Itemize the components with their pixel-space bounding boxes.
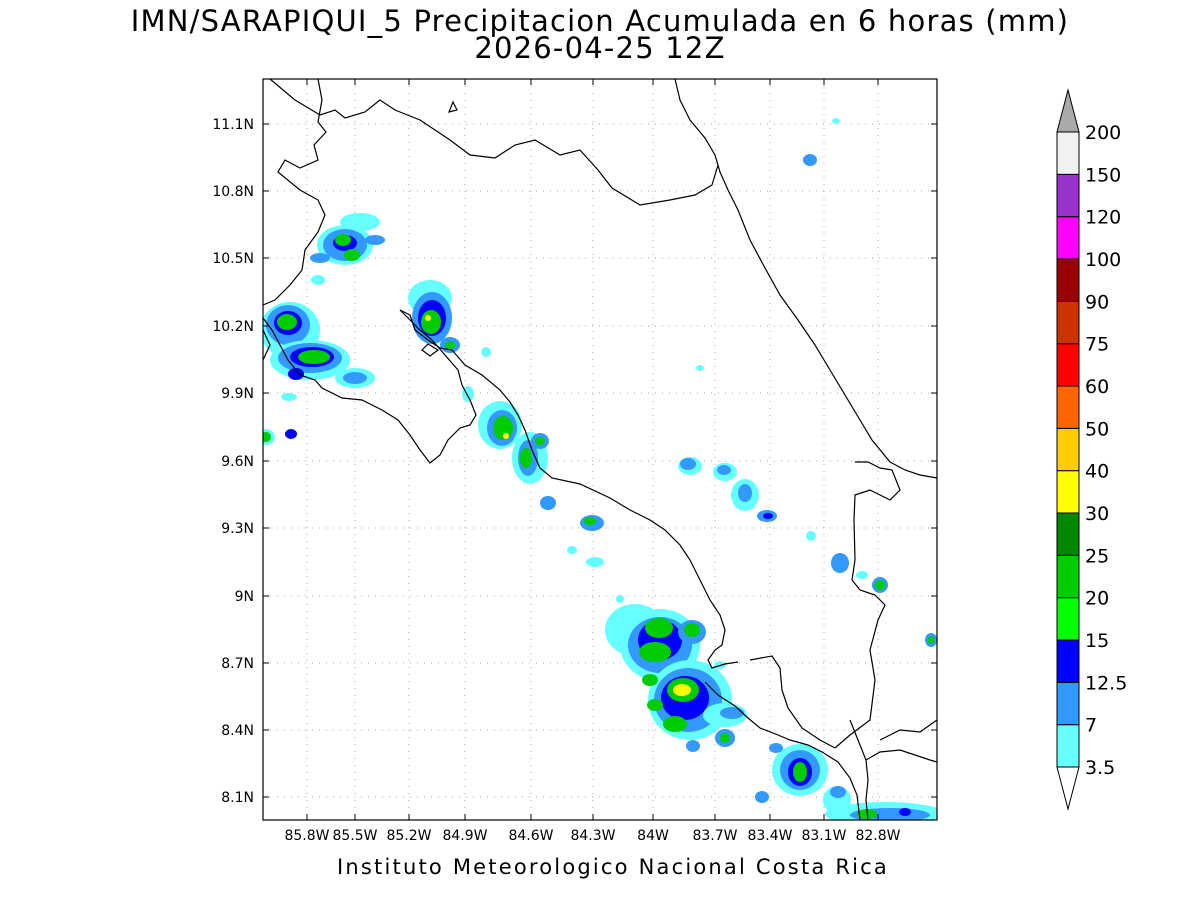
lake-arenal [421,343,440,357]
lat-label: 10.5N [212,251,254,267]
lon-label: 83.4W [747,828,792,844]
latitude-labels: 11.1N 10.8N 10.5N 10.2N 9.9N 9.6N 9.3N 9… [212,117,254,806]
legend-label: 60 [1085,376,1109,398]
legend-label: 20 [1085,588,1109,610]
lat-label: 10.2N [212,319,254,335]
legend-extend-high [1056,88,1080,133]
caribbean-coast [674,79,937,479]
legend-label: 120 [1085,207,1121,229]
nicaragua-costa-rica-border [269,79,719,206]
lat-label: 8.1N [221,790,254,806]
panama-border-south [849,719,869,820]
precipitation-color-legend: 3.5 7 12.5 15 20 25 30 40 50 60 75 90 100 120 150 200 [1056,88,1127,811]
legend-swatch [1056,554,1080,599]
legend-label: 150 [1085,164,1121,186]
axis-tick-marks [263,79,937,820]
panama-border-caribbean [834,461,901,749]
legend-label: 75 [1085,334,1109,356]
precip-cell-central-pacific [478,401,604,567]
legend-swatch [1056,597,1080,641]
legend-swatch [1056,131,1080,175]
longitude-labels: 85.8W 85.5W 85.2W 84.9W 84.6W 84.3W 84W … [284,828,900,844]
lon-label: 85.2W [386,828,431,844]
legend-label: 15 [1085,630,1109,652]
lon-label: 84W [637,828,669,844]
lon-label: 84.3W [570,828,615,844]
footer-credit: Instituto Meteorologico Nacional Costa R… [337,855,889,879]
isla-calero-outline [448,100,458,113]
legend-label: 30 [1085,503,1109,525]
legend-swatch [1056,512,1080,556]
lat-label: 9.6N [221,454,254,470]
precip-cell-guanacaste-north [310,213,385,285]
legend-swatch [1056,385,1080,429]
legend-label: 25 [1085,545,1109,567]
legend-label: 50 [1085,418,1109,440]
legend-label: 12.5 [1085,672,1127,694]
nicoya-peninsula-north [263,329,271,361]
legend-label: 40 [1085,461,1109,483]
legend-label: 200 [1085,122,1121,144]
map-subtitle-datetime: 2026-04-25 12Z [474,31,726,65]
lat-label: 9.9N [221,386,254,402]
lat-label: 8.4N [221,723,254,739]
burica-coast [865,749,937,763]
precip-cell-south-pacific [605,595,747,752]
precip-cell-gulf-nicoya [408,280,491,402]
legend-label: 3.5 [1085,757,1115,779]
legend-swatch [1056,470,1080,514]
legend-swatch [1056,216,1080,260]
lon-label: 82.8W [855,828,900,844]
legend-swatch [1056,724,1080,768]
lon-label: 84.9W [442,828,487,844]
legend-swatch [1056,681,1080,726]
lon-label: 83.1W [801,828,846,844]
legend-swatch [1056,427,1080,472]
pacific-coast-north [263,309,477,464]
precip-cell-caribbean-limon [678,118,937,647]
legend-label: 100 [1085,249,1121,271]
legend-swatch [1056,173,1080,218]
lat-label: 11.1N [212,117,254,133]
coastline-and-borders [263,79,937,820]
legend-label: 7 [1085,715,1097,737]
lake-nicaragua-shore [263,79,327,306]
legend-extend-low [1056,766,1080,811]
golfo-dulce-coast [749,655,836,749]
legend-swatch [1056,300,1080,345]
lon-label: 85.8W [284,828,329,844]
gulf-of-nicoya-coast [399,309,739,669]
lat-label: 9.3N [221,521,254,537]
lon-label: 83.7W [692,828,737,844]
panama-caribbean-coast-east [879,719,937,741]
precip-cell-nicoya-west [263,302,375,445]
osa-peninsula-coast [704,681,861,820]
precip-cell-osa-golfito [755,743,937,820]
lon-label: 85.5W [332,828,377,844]
precipitation-field [263,118,937,820]
legend-swatch [1056,639,1080,683]
map-title: IMN/SARAPIQUI_5 Precipitacion Acumulada … [130,4,1070,38]
lon-label: 84.6W [508,828,553,844]
lat-label: 10.8N [212,184,254,200]
legend-label: 90 [1085,291,1109,313]
lat-label: 9N [235,589,254,605]
map-frame [262,78,938,821]
legend-swatch [1056,258,1080,302]
lat-label: 8.7N [221,656,254,672]
map-gridlines [263,79,937,820]
legend-swatch [1056,343,1080,387]
